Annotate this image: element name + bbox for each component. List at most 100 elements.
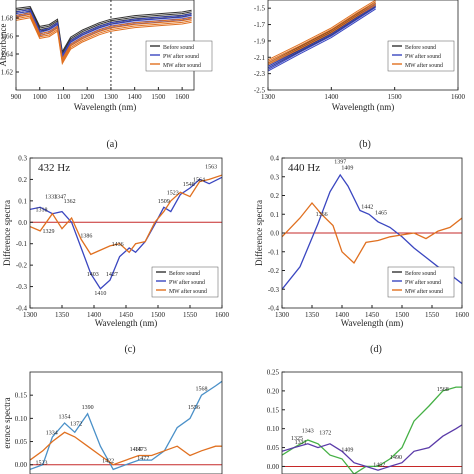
annotation-label: 1409 [341,165,353,171]
x-tick-label: 1500 [151,93,166,101]
series-line-3 [268,0,376,61]
x-tick-label: 1600 [451,93,466,101]
y-tick-label: 0.10 [267,425,280,433]
annotation-label: 1436 [112,242,124,248]
x-tick-label: 1400 [128,93,143,101]
plot-frame [267,0,459,91]
series-line-1 [16,7,192,55]
legend: Before sound PW after sound MW after sound [151,266,219,298]
annotation-label: 1343 [302,428,314,434]
x-axis-label: Wavelength (nm) [74,102,137,112]
series-line-2 [30,174,222,256]
annotation-label: 1427 [106,272,118,278]
annotation-label: 1362 [64,199,76,205]
y-tick-label: -0.1 [268,248,280,256]
y-tick-label: 0.00 [267,463,280,471]
annotation-label: 1556 [188,405,200,411]
y-tick-label: 0.05 [267,444,280,452]
x-tick-label: 1550 [183,311,198,319]
y-tick-label: -2.1 [254,54,266,62]
legend-entry: Before sound [405,270,436,277]
annotation-label: 1564 [193,178,205,184]
series-line-2 [30,431,222,466]
annotation-label: 1325 [291,436,303,442]
x-tick-label: 1300 [23,311,38,319]
series-group [268,0,376,72]
annotation-label: 1465 [375,210,387,216]
annotation-label: 1329 [43,229,55,235]
panel-label: (c) [124,344,135,355]
x-tick-label: 1600 [175,93,190,101]
y-tick-label: 0.1 [270,211,279,219]
annotation-label: 1473 [135,447,147,453]
x-axis-label: Wavelength (nm) [95,318,158,328]
series-line-1 [16,6,192,54]
legend-entry: PW after sound [163,53,199,60]
legend-entry: Before sound [169,270,200,277]
series-line-1 [282,386,462,474]
series-line-2 [16,10,192,59]
annotation-label: 1403 [87,272,99,278]
annotation-label: 1366 [316,212,328,218]
x-tick-label: 1600 [455,311,470,319]
y-tick-label: -0.3 [16,283,28,291]
x-tick-label: 1400 [87,311,102,319]
y-tick-label: -1.5 [254,5,266,13]
y-tick-label: 0.25 [267,369,280,377]
series-line-1 [30,380,222,471]
chart-panel-1: 1.62 1.64 1.66 1.68 900 1000 1100 1200 1300 1400 1… [0,0,213,112]
y-tick-label: 1.68 [1,15,14,23]
legend-entry: Before sound [405,44,436,51]
legend-entry: PW after sound [405,279,441,286]
annotation-label: 1523 [36,461,48,467]
legend-entry: MW after sound [405,62,443,69]
y-tick-label: 0.05 [15,438,28,446]
x-tick-label: 1300 [275,311,290,319]
series-line-3 [16,12,192,61]
x-tick-label: 1500 [151,311,166,319]
x-axis-label: Wavelength (nm) [341,318,404,328]
series-group [30,174,222,290]
series-group [282,386,462,474]
annotation-label: 1386 [80,233,92,239]
annotation-label: 1568 [437,387,449,393]
series-group [16,6,192,66]
x-tick-label: 1300 [104,93,119,101]
x-tick-label: 1400 [335,311,350,319]
annotation-label: 1563 [205,165,217,171]
panel-title: 432 Hz [38,162,70,174]
legend-entry: Before sound [163,44,194,51]
annotation-label: 1442 [361,205,373,211]
y-tick-label: 1.62 [1,69,14,77]
series-line-2 [268,8,376,72]
annotation-label: 1568 [196,387,208,393]
annotation-label: 1354 [59,414,71,420]
y-axis-label: erence spectra [2,397,12,448]
x-tick-label: 1100 [57,93,71,101]
annotation-label: 1462 [373,462,385,468]
annotation-label: 1390 [82,405,94,411]
panel-label: (a) [106,139,117,150]
panel-label: (d) [370,344,382,355]
y-tick-label: -1.7 [254,21,266,29]
series-line-1 [282,173,462,290]
legend-entry: MW after sound [163,62,201,69]
annotation-label: 1318 [36,208,48,214]
series-group [282,173,462,290]
x-tick-label: 1450 [119,311,134,319]
series-line-3 [16,13,192,62]
y-tick-label: 1.64 [1,51,14,59]
legend-entry: MW after sound [405,288,443,295]
y-tick-label: 0.00 [15,461,28,469]
x-tick-label: 1500 [395,311,410,319]
y-tick-label: -0.2 [268,267,280,275]
x-tick-label: 1500 [388,93,403,101]
series-line-2 [268,6,376,70]
annotation-label: 1409 [341,447,353,453]
series-line-3 [268,1,376,62]
y-tick-label: -0.1 [16,240,28,248]
